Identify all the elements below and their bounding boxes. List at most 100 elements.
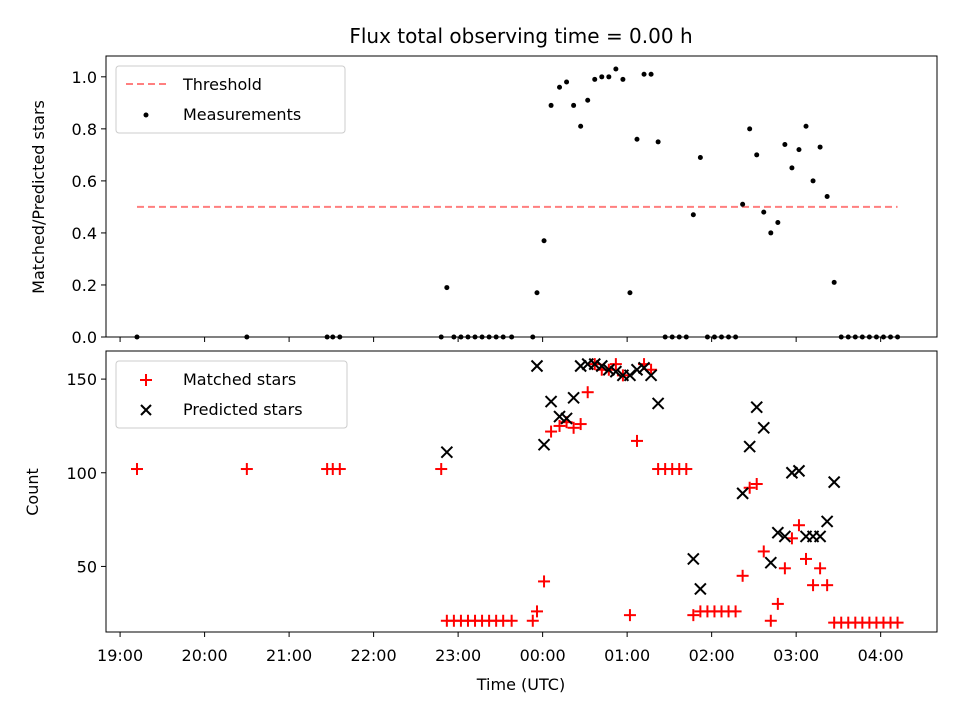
top-y-tick-label: 0.2: [72, 276, 97, 295]
predicted-star-point: [736, 487, 749, 500]
top-legend-box: [115, 65, 346, 134]
x-tick-label: 22:00: [351, 646, 397, 665]
top-y-tick-label: 0.4: [72, 224, 97, 243]
bottom-y-tick-label: 100: [66, 464, 97, 483]
top-axis-ticks: 0.0 0.2 0.4 0.6 0.8 1.0: [72, 68, 882, 347]
measurement-point: [831, 279, 837, 285]
matched-star-point: [891, 616, 904, 629]
predicted-star-point: [630, 363, 644, 376]
matched-star-point: [687, 609, 700, 622]
matched-star-point: [736, 569, 749, 582]
measurement-point: [761, 209, 767, 215]
predicted-star-point: [602, 363, 616, 376]
measurement-point: [697, 154, 703, 160]
matched-star-point: [553, 419, 566, 432]
legend-matched-label: Matched stars: [183, 370, 296, 389]
predicted-star-point: [757, 421, 770, 435]
measurement-point: [585, 97, 591, 103]
x-tick-label: 03:00: [773, 646, 819, 665]
measurement-point: [754, 152, 760, 158]
measurement-point: [803, 123, 809, 129]
measurement-point: [782, 141, 788, 147]
matched-star-point: [130, 463, 143, 476]
predicted-star-point: [750, 400, 763, 414]
matched-star-point: [792, 519, 805, 532]
bottom-y-axis-label: Count: [23, 468, 42, 516]
measurement-point: [634, 136, 640, 142]
x-tick-label: 19:00: [97, 646, 143, 665]
measurement-point: [592, 76, 598, 82]
measurement-point: [810, 178, 816, 184]
matched-star-point: [574, 418, 587, 431]
predicted-star-point: [694, 582, 707, 596]
bottom-legend: Matched stars Predicted stars: [115, 360, 348, 429]
predicted-star-point: [567, 391, 580, 405]
measurement-point: [578, 123, 584, 129]
predicted-star-point: [644, 369, 658, 382]
matched-star-point: [729, 605, 742, 618]
bottom-series: [130, 357, 904, 629]
x-tick-label: 20:00: [182, 646, 228, 665]
x-tick-label: 00:00: [520, 646, 566, 665]
matched-star-point: [609, 358, 622, 371]
bottom-axis-ticks: 19:00 20:00 21:00 22:00 23:00 00:00 01:00 02:00…: [66, 370, 903, 665]
measurement-point: [641, 71, 647, 77]
matched-star-point: [623, 609, 636, 622]
legend-measurements-swatch: [143, 112, 149, 118]
predicted-star-point: [651, 397, 665, 410]
bottom-y-tick-label: 50: [77, 557, 97, 576]
predicted-star-point: [764, 556, 778, 569]
measurement-point: [817, 144, 823, 150]
predicted-star-point: [827, 475, 841, 489]
measurement-point: [789, 165, 795, 171]
bottom-y-tick-label: 150: [66, 370, 97, 389]
matched-star-point: [545, 425, 558, 438]
matched-star-point: [435, 463, 448, 476]
matched-star-point: [814, 562, 827, 575]
measurement-point: [620, 76, 626, 82]
measurement-point: [740, 201, 746, 207]
measurement-point: [606, 74, 612, 80]
measurement-point: [541, 238, 547, 244]
predicted-star-point: [771, 526, 785, 539]
measurement-point: [557, 84, 563, 90]
predicted-star-point: [574, 359, 587, 373]
predicted-star-point: [792, 464, 806, 478]
matched-star-point: [630, 434, 643, 447]
matched-star-point: [764, 614, 777, 627]
predicted-star-point: [820, 515, 834, 528]
matched-star-point: [750, 478, 763, 491]
legend-predicted-swatch: [140, 404, 152, 416]
x-tick-label: 23:00: [435, 646, 481, 665]
predicted-star-point: [813, 530, 827, 543]
top-axes-frame: [105, 55, 938, 338]
top-y-tick-label: 0.6: [72, 172, 97, 191]
top-panel: 0.0 0.2 0.4 0.6 0.8 1.0 Matched/Predicted sta…: [29, 55, 938, 347]
measurement-point: [444, 285, 450, 291]
matched-star-point: [821, 579, 834, 592]
x-tick-label: 01:00: [604, 646, 650, 665]
figure-title: Flux total observing time = 0.00 h: [349, 24, 692, 48]
predicted-star-point: [537, 438, 551, 451]
predicted-star-point: [553, 410, 566, 423]
top-y-tick-label: 1.0: [72, 68, 97, 87]
matched-star-point: [778, 562, 791, 575]
matched-star-point: [807, 579, 820, 592]
x-tick-label: 02:00: [689, 646, 735, 665]
predicted-star-point: [623, 369, 637, 382]
predicted-star-point: [560, 412, 573, 425]
predicted-star-point: [785, 466, 799, 479]
x-tick-label: 04:00: [858, 646, 904, 665]
predicted-star-point: [743, 440, 756, 453]
legend-threshold-label: Threshold: [182, 75, 262, 94]
matched-star-point: [800, 552, 813, 565]
predicted-star-point: [440, 445, 454, 459]
measurement-point: [655, 139, 661, 145]
predicted-star-point: [609, 365, 623, 378]
bottom-legend-box: [115, 360, 348, 429]
measurement-point: [690, 212, 696, 218]
matched-star-point: [567, 421, 580, 434]
matched-star-point: [743, 481, 756, 494]
matched-star-point: [680, 463, 693, 476]
